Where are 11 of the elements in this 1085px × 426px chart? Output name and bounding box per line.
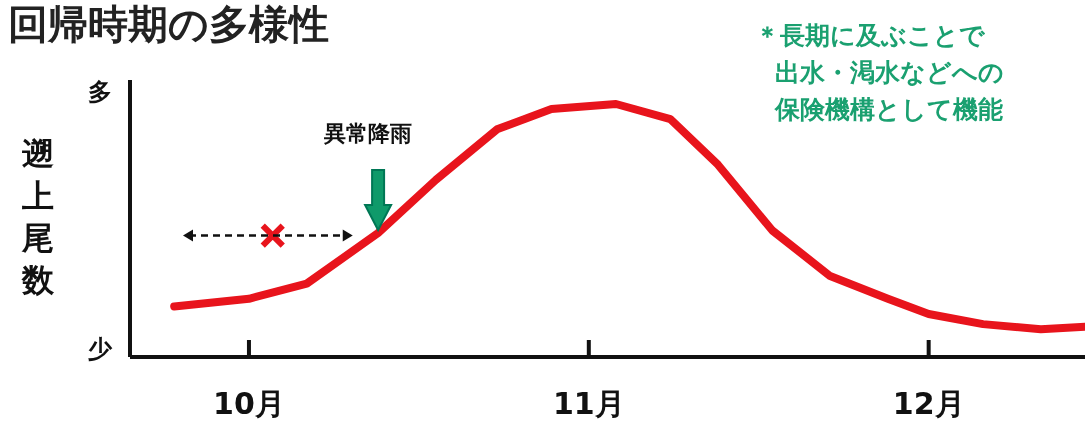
annotation: 異常降雨	[323, 121, 413, 147]
text: ＊長期に及ぶことで	[755, 21, 986, 50]
x-tick-label: 12月	[892, 386, 965, 421]
y-axis-title: 遡上尾数	[21, 135, 55, 299]
text: 少	[88, 335, 113, 363]
x-tick-label: 11月	[552, 386, 625, 421]
annotation: 保険機構として機能	[774, 95, 1003, 124]
chart-title: 回帰時期の多様性	[8, 1, 329, 47]
x-tick-label: 10月	[213, 386, 285, 421]
text: 多	[88, 78, 112, 106]
text: 出水・渇水などへの	[775, 58, 1004, 87]
